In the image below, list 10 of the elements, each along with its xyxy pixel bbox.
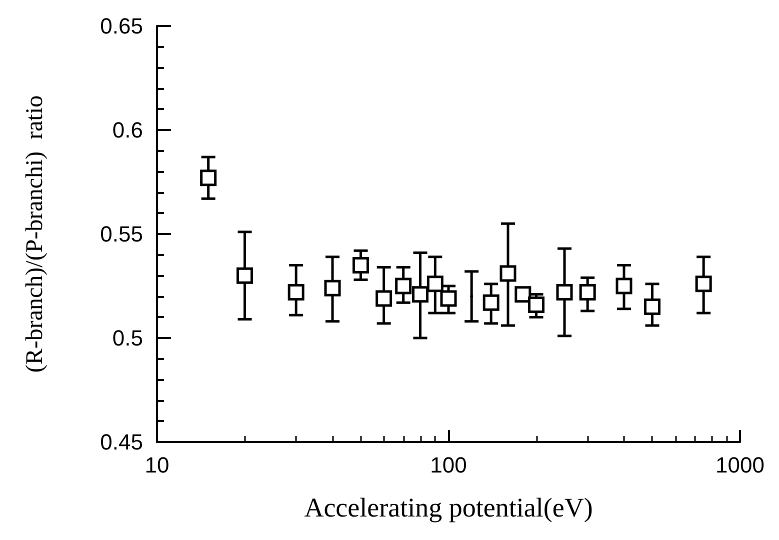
y-axis-title: (R-branch)/(P-branchi) ratio: [22, 95, 48, 373]
x-tick-label: 100: [430, 452, 467, 478]
x-axis-title: Accelerating potential(eV): [304, 492, 593, 522]
x-tick-label: 1000: [716, 452, 764, 478]
y-tick-label: 0.55: [100, 222, 143, 246]
y-tick-label: 0.6: [112, 118, 143, 142]
y-tick-label: 0.65: [100, 14, 143, 38]
y-tick-label: 0.5: [112, 326, 143, 350]
y-tick-label: 0.45: [100, 430, 143, 454]
x-tick-label: 10: [144, 452, 170, 478]
